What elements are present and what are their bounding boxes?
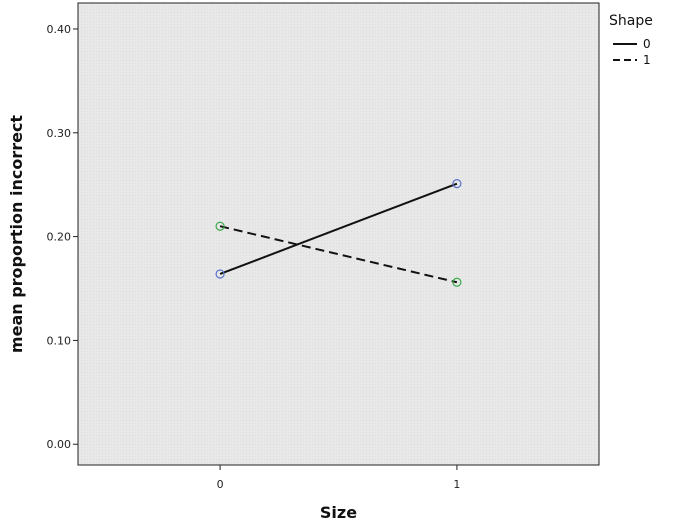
legend: Shape 01 — [609, 13, 653, 67]
data-point-series-1-x1 — [452, 277, 462, 287]
series-line-1 — [219, 225, 458, 284]
y-tick-label: 0.30 — [47, 127, 72, 140]
data-point-series-0-x0 — [215, 269, 225, 279]
x-axis-title: Size — [320, 503, 357, 522]
y-tick-label: 0.00 — [47, 438, 72, 451]
data-point-series-1-x0 — [215, 221, 225, 231]
x-tick-label: 1 — [453, 478, 460, 491]
data-point-series-0-x1 — [452, 179, 462, 189]
series-line-0 — [219, 182, 458, 275]
series-layer — [215, 179, 462, 287]
y-tick-label: 0.40 — [47, 23, 72, 36]
legend-label-0: 0 — [643, 37, 651, 51]
y-tick-label: 0.10 — [47, 334, 72, 347]
y-axis-title: mean proportion incorrect — [7, 115, 26, 354]
legend-title: Shape — [609, 13, 653, 29]
y-tick-label: 0.20 — [47, 231, 72, 244]
plot-area — [77, 2, 600, 466]
y-axis: 0.00 0.10 0.20 0.30 0.40 — [47, 23, 78, 451]
legend-label-1: 1 — [643, 53, 651, 67]
legend-items: 01 — [613, 37, 651, 67]
x-tick-label: 0 — [217, 478, 224, 491]
